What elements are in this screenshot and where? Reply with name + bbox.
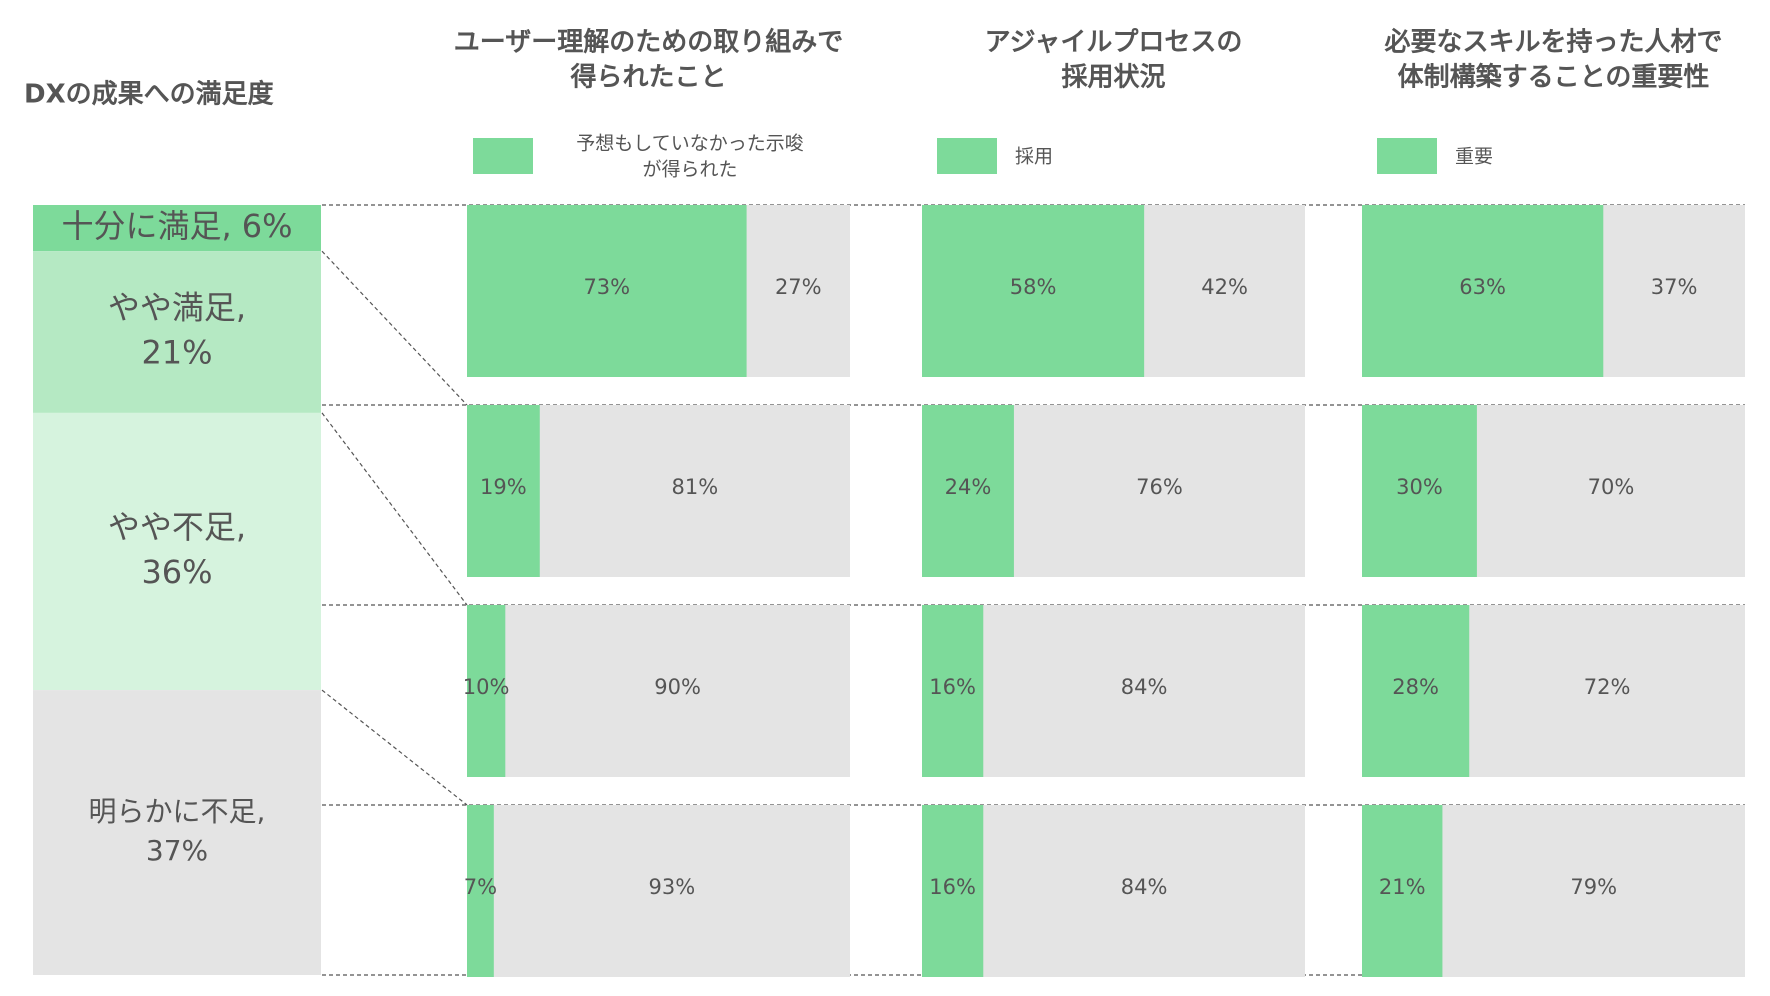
bar-value-label: 42% — [1201, 275, 1248, 299]
bar-value-label: 79% — [1570, 875, 1617, 899]
bar-value-label: 7% — [464, 875, 497, 899]
bar-value-label: 24% — [945, 475, 992, 499]
bar-highlight — [467, 405, 540, 577]
bar-highlight — [467, 605, 506, 777]
panel-title: 体制構築することの重要性 — [1398, 62, 1710, 93]
satisfaction-segment-label: 明らかに不足, — [89, 795, 266, 828]
legend-label: 採用 — [1015, 146, 1053, 168]
bar-value-label: 63% — [1459, 275, 1506, 299]
segment-connector — [321, 250, 468, 406]
panel-title: 採用状況 — [1061, 63, 1165, 93]
bar-rest — [467, 605, 850, 777]
left-title: DXの成果への満足度 — [24, 79, 274, 110]
bar-highlight — [922, 205, 1145, 377]
satisfaction-segment-label: 21% — [141, 333, 212, 371]
bar-highlight — [1362, 405, 1477, 577]
bar-rest — [467, 805, 850, 977]
bar-value-label: 16% — [929, 675, 976, 699]
satisfaction-segment — [33, 690, 321, 975]
bar-highlight — [467, 205, 747, 377]
bar-highlight — [922, 805, 984, 977]
bar-value-label: 16% — [929, 875, 976, 899]
bar-highlight — [1362, 605, 1470, 777]
bar-value-label: 10% — [463, 675, 510, 699]
bar-value-label: 81% — [672, 475, 719, 499]
panel-title: アジャイルプロセスの — [985, 28, 1243, 58]
bar-value-label: 84% — [1121, 675, 1168, 699]
bar-value-label: 27% — [775, 275, 822, 299]
segment-connector — [321, 689, 468, 806]
panel-title: 得られたこと — [569, 63, 726, 93]
segment-connector — [321, 412, 468, 606]
bar-value-label: 93% — [649, 875, 696, 899]
bar-value-label: 30% — [1396, 475, 1443, 499]
bar-rest — [922, 605, 1305, 777]
satisfaction-segment — [33, 251, 321, 413]
satisfaction-segment-label: 十分に満足, 6% — [61, 207, 292, 245]
satisfaction-segment-label: 36% — [141, 553, 212, 591]
legend-label: 予想もしていなかった示唆 — [576, 133, 803, 155]
legend-swatch — [937, 138, 997, 174]
bar-value-label: 37% — [1651, 275, 1698, 299]
legend-label: 重要 — [1455, 146, 1493, 168]
bar-value-label: 58% — [1010, 275, 1057, 299]
legend-swatch — [1377, 138, 1437, 174]
bar-highlight — [467, 805, 494, 977]
panel-title: ユーザー理解のための取り組みで — [454, 27, 843, 58]
bar-value-label: 76% — [1136, 475, 1183, 499]
bar-rest — [922, 805, 1305, 977]
legend-swatch — [473, 138, 533, 174]
satisfaction-segment — [33, 205, 321, 252]
bar-highlight — [1362, 805, 1443, 977]
bar-value-label: 73% — [583, 275, 630, 299]
bar-value-label: 28% — [1392, 675, 1439, 699]
satisfaction-segment-label: 37% — [146, 834, 208, 867]
satisfaction-segment — [33, 412, 321, 691]
legend-label: が得られた — [642, 159, 737, 181]
bar-value-label: 70% — [1588, 475, 1635, 499]
bar-value-label: 90% — [654, 675, 701, 699]
satisfaction-segment-label: やや不足, — [108, 508, 246, 546]
bar-value-label: 84% — [1121, 875, 1168, 899]
satisfaction-segment-label: やや満足, — [108, 289, 246, 327]
bar-highlight — [922, 405, 1014, 577]
bar-value-label: 72% — [1584, 675, 1631, 699]
bar-value-label: 19% — [480, 475, 527, 499]
panel-title: 必要なスキルを持った人材で — [1384, 28, 1722, 58]
bar-highlight — [922, 605, 984, 777]
bar-value-label: 21% — [1379, 875, 1426, 899]
bar-highlight — [1362, 205, 1604, 377]
